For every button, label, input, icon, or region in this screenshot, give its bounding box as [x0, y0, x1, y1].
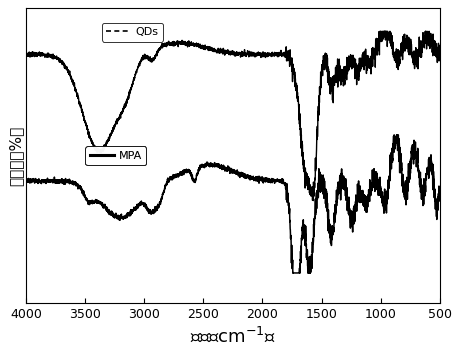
- Legend: MPA: MPA: [85, 147, 146, 165]
- Y-axis label: 透过率（%）: 透过率（%）: [8, 125, 23, 186]
- X-axis label: 波数（cm$^{-1}$）: 波数（cm$^{-1}$）: [190, 326, 275, 346]
